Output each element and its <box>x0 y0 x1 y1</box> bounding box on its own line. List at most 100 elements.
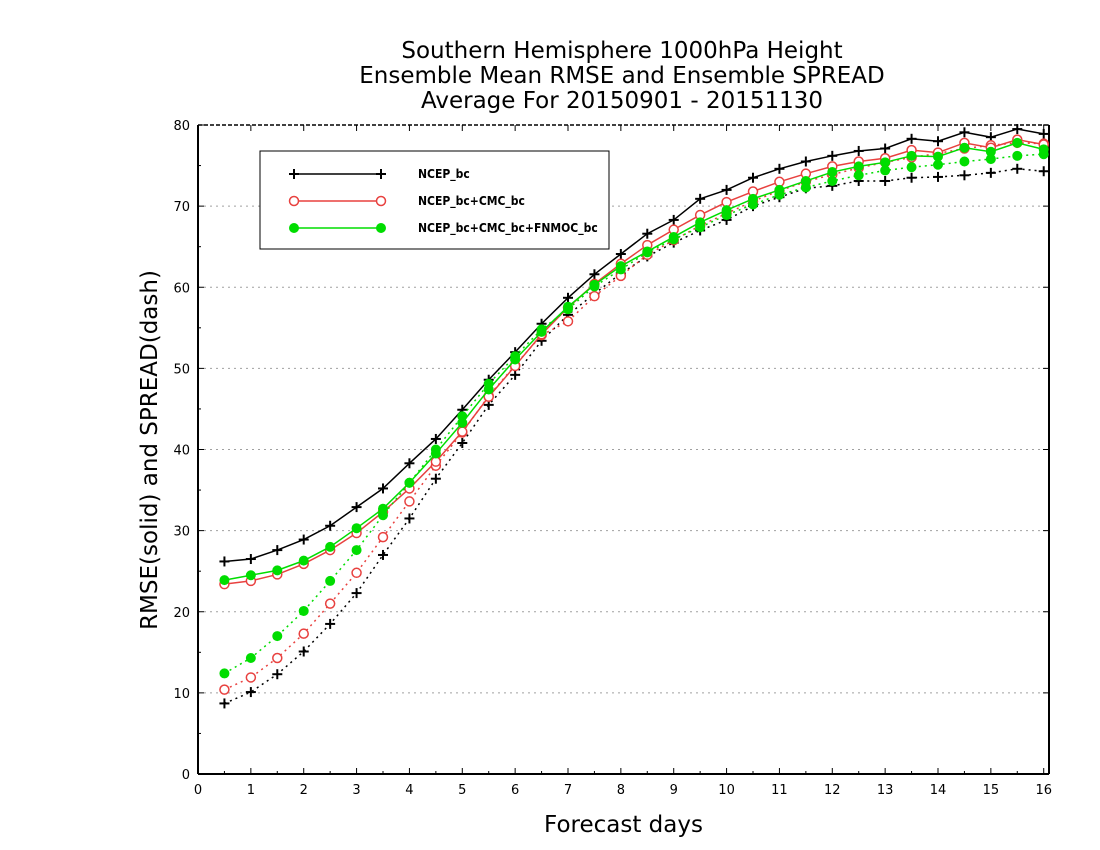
rmse-point <box>272 565 283 576</box>
legend-item-1: NCEP_bc <box>289 167 470 182</box>
rmse-line <box>224 128 1044 563</box>
rmse-point <box>298 555 309 566</box>
spread-point <box>1038 166 1049 177</box>
rmse-point <box>695 217 706 228</box>
spread-point <box>510 369 521 380</box>
x-tick-label: 9 <box>670 783 678 798</box>
spread-point <box>1012 150 1023 161</box>
rmse-point <box>589 269 600 280</box>
x-tick-label: 7 <box>564 783 572 798</box>
spread-point <box>1012 163 1023 174</box>
spread-point <box>324 598 336 609</box>
spread-point <box>298 646 309 657</box>
rmse-point <box>985 146 996 157</box>
rmse-point <box>536 326 547 337</box>
gridlines <box>198 205 1049 694</box>
x-tick-label: 4 <box>405 783 413 798</box>
rmse-point <box>298 534 309 545</box>
legend-marker <box>376 169 386 179</box>
spread-point <box>827 175 838 186</box>
rmse-point <box>721 184 732 195</box>
legend-marker <box>288 195 300 207</box>
spread-point <box>378 549 388 560</box>
spread-point <box>377 531 389 543</box>
spread-point <box>404 513 415 524</box>
y-axis-label: RMSE(solid) and SPREAD(dash) <box>137 270 163 630</box>
spread-point <box>325 618 336 629</box>
rmse-point <box>404 477 415 488</box>
rmse-point <box>774 163 785 174</box>
rmse-point <box>1012 124 1023 135</box>
spread-point <box>351 545 362 556</box>
spread-point <box>272 669 283 680</box>
rmse-point <box>378 483 388 494</box>
rmse-point <box>906 150 917 161</box>
x-tick-label: 0 <box>194 783 202 798</box>
legend-label: NCEP_bc+CMC_bc <box>418 194 525 209</box>
rmse-point <box>430 448 441 459</box>
rmse-point <box>774 184 785 195</box>
x-tick-label: 10 <box>718 783 735 798</box>
x-tick-label: 14 <box>930 783 947 798</box>
spread-point <box>245 687 256 698</box>
rmse-point <box>853 145 864 156</box>
rmse-point <box>615 248 626 259</box>
y-tick-label: 0 <box>182 768 190 783</box>
rmse-point <box>695 193 706 204</box>
rmse-point <box>933 136 943 147</box>
x-tick-label: 1 <box>247 783 255 798</box>
spread-point <box>298 628 309 639</box>
rmse-point <box>325 541 336 552</box>
y-tick-label: 50 <box>173 362 190 377</box>
rmse-point <box>959 142 970 153</box>
y-tick-label: 30 <box>173 525 190 540</box>
x-tick-label: 3 <box>352 783 360 798</box>
y-tick-label: 60 <box>173 281 190 296</box>
rmse-point <box>245 570 256 581</box>
rmse-point <box>404 458 415 469</box>
y-tick-label: 40 <box>173 444 190 459</box>
legend-box <box>259 150 610 250</box>
spread-point <box>880 175 891 186</box>
rmse-point <box>748 172 758 183</box>
rmse-point <box>668 214 679 225</box>
rmse-point <box>378 503 388 514</box>
title-line-2: Ensemble Mean RMSE and Ensemble SPREAD <box>359 63 884 89</box>
x-tick-label: 12 <box>824 783 841 798</box>
spread-point <box>906 162 917 173</box>
legend-marker <box>376 223 386 233</box>
y-tick-label: 70 <box>173 200 190 215</box>
rmse-point <box>906 133 917 144</box>
spread-point <box>430 473 441 484</box>
spread-point <box>933 171 943 182</box>
x-tick-label: 5 <box>458 783 466 798</box>
x-tick-label: 16 <box>1035 783 1052 798</box>
rmse-point <box>351 502 362 513</box>
rmse-point <box>959 127 970 138</box>
rmse-point <box>1038 128 1049 139</box>
x-tick-label: 6 <box>511 783 519 798</box>
spread-line <box>224 168 1044 705</box>
x-tick-label: 11 <box>771 783 788 798</box>
rmse-point <box>563 301 573 312</box>
rmse-point <box>272 545 283 556</box>
legend-marker <box>375 195 387 207</box>
rmse-point <box>721 205 732 216</box>
rmse-point <box>457 417 468 428</box>
rmse-point <box>1012 137 1023 148</box>
spread-point <box>245 652 256 663</box>
spread-point <box>853 170 864 181</box>
spread-point <box>959 156 970 167</box>
spread-point <box>298 605 309 616</box>
spread-point <box>906 172 917 183</box>
x-tick-label: 15 <box>983 783 1000 798</box>
x-tick-label: 13 <box>877 783 894 798</box>
rmse-point <box>933 151 943 162</box>
legend-item-2: NCEP_bc+CMC_bc <box>288 194 525 209</box>
rmse-point <box>457 426 468 437</box>
legend-label: NCEP_bc <box>418 167 470 182</box>
rmse-point <box>563 292 573 303</box>
title-line-1: Southern Hemisphere 1000hPa Height <box>401 38 842 64</box>
y-tick-label: 10 <box>173 687 190 702</box>
